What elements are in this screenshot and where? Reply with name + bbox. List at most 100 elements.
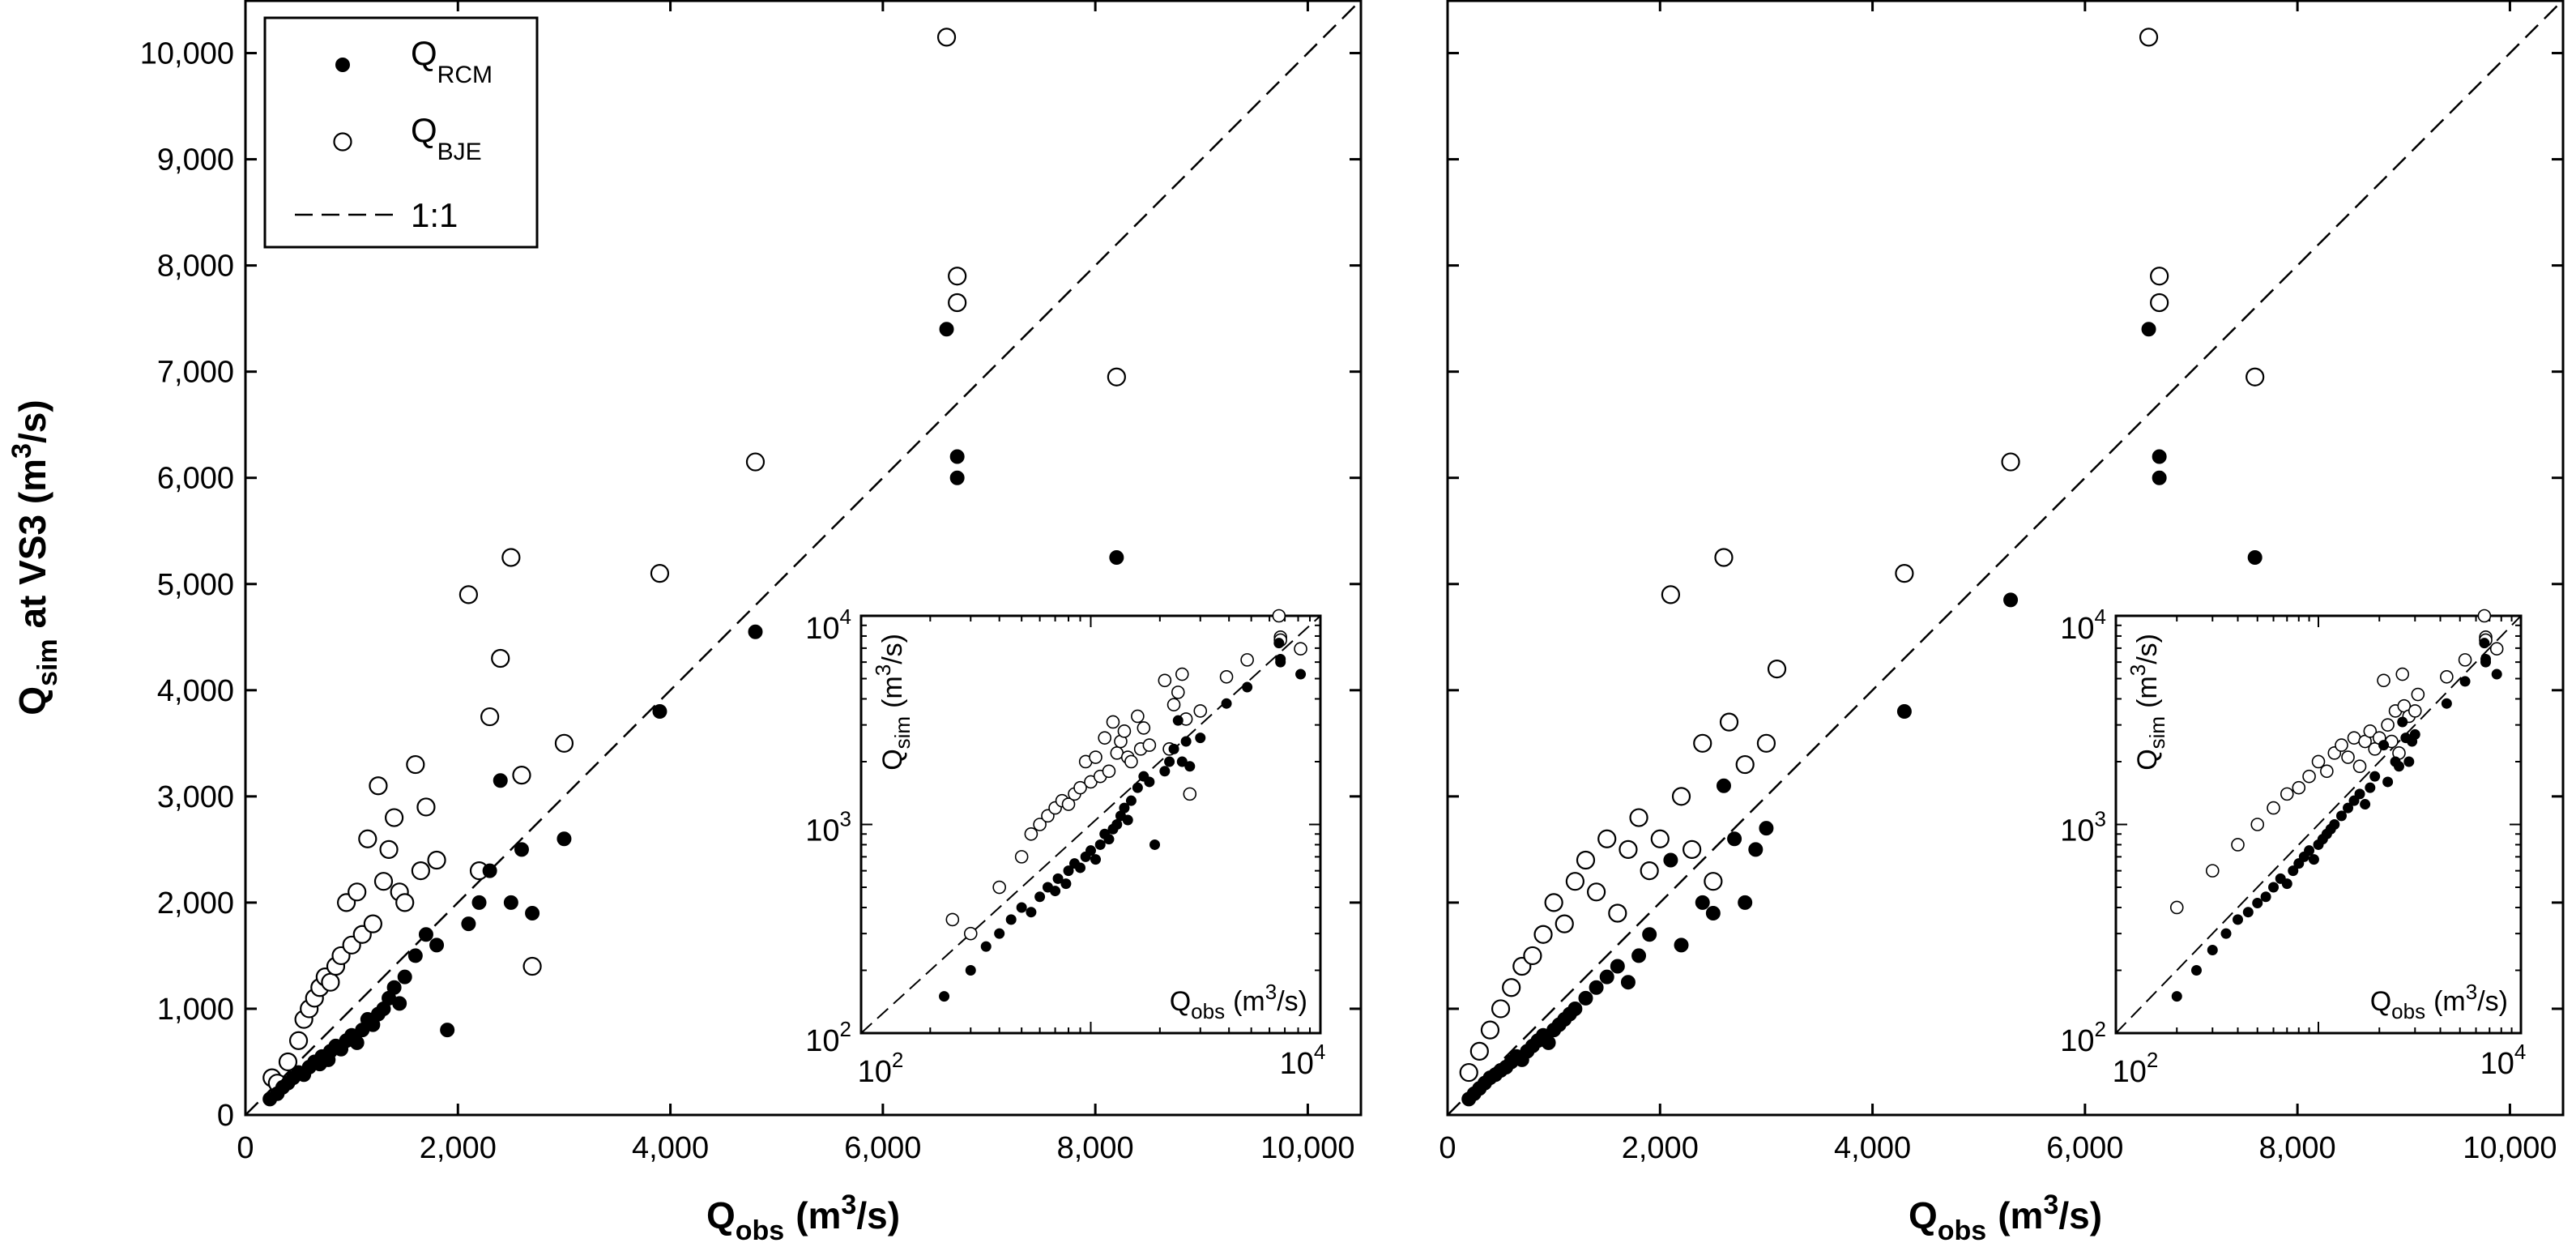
y-axis-label-sub: sim — [32, 639, 63, 686]
point-rcm — [939, 322, 954, 337]
inset-point-rcm — [1172, 715, 1184, 726]
inset-y-label-sub: sim — [890, 716, 915, 749]
inset-point-bje — [2395, 667, 2410, 681]
inset-point-bje — [1219, 670, 1234, 684]
legend-label-rcm: QRCM — [411, 34, 493, 88]
inset-point-rcm — [1085, 845, 1096, 856]
y-tick-label: 3,000 — [157, 780, 234, 814]
y-tick-label: 4,000 — [157, 674, 234, 708]
point-bje — [363, 914, 382, 933]
point-bje — [1459, 1062, 1478, 1083]
inset-point-rcm — [1125, 795, 1137, 806]
legend-marker-bje — [333, 132, 352, 152]
point-bje — [358, 829, 377, 848]
point-bje — [278, 1052, 298, 1072]
inset-point-rcm — [2329, 819, 2340, 830]
point-bje — [1650, 829, 1670, 848]
point-rcm — [1759, 821, 1774, 836]
x-tick-label: 8,000 — [2259, 1131, 2336, 1165]
point-bje — [554, 733, 574, 753]
x-axis-label-q: Q — [1909, 1194, 1938, 1237]
inset-point-rcm — [1144, 776, 1155, 788]
point-bje — [1469, 1041, 1489, 1061]
point-bje — [395, 893, 415, 912]
plot-frame — [244, 0, 1363, 1117]
y-axis-label-units: (m — [11, 459, 53, 504]
point-rcm — [1578, 990, 1593, 1006]
x-tick-label: 2,000 — [1622, 1131, 1699, 1165]
inset-point-rcm — [2441, 698, 2452, 709]
inset-point-bje — [2363, 724, 2378, 738]
inset-x-label-units-close: /s) — [1277, 986, 1307, 1017]
inset-point-rcm — [1184, 761, 1196, 772]
inset-y-tick-label-max-exp: 4 — [840, 604, 851, 629]
inset-point-rcm — [1195, 733, 1206, 744]
point-bje — [512, 766, 531, 785]
inset-point-rcm — [2360, 799, 2371, 810]
point-bje — [1661, 585, 1680, 604]
point-bje — [1107, 367, 1126, 387]
point-bje — [385, 808, 404, 827]
inset-y-axis-label: Qsim (m3/s) — [871, 634, 915, 771]
inset-point-bje — [1073, 780, 1087, 795]
inset-point-rcm — [2190, 964, 2202, 976]
inset-point-bje — [2292, 780, 2306, 795]
inset-point-rcm — [1273, 638, 1285, 649]
inset-point-rcm — [2365, 782, 2376, 793]
inset-point-rcm — [1164, 756, 1175, 767]
inset-point-rcm — [2268, 882, 2280, 893]
point-bje — [1576, 850, 1596, 870]
inset-x-label-q: Q — [1170, 986, 1191, 1017]
inset-point-bje — [963, 926, 978, 941]
point-rcm — [440, 1023, 455, 1038]
inset-point-bje — [1106, 715, 1120, 729]
legend-label-bje: QBJE — [411, 111, 482, 165]
inset-point-rcm — [1052, 873, 1064, 884]
inset-x-label-units-close: /s) — [2477, 986, 2508, 1017]
inset-x-label-q: Q — [2370, 986, 2391, 1017]
inset-y-tick-label-max-exp: 4 — [2095, 604, 2106, 629]
inset-point-rcm — [1295, 668, 1307, 680]
inset-point-rcm — [2260, 891, 2271, 903]
inset-point-bje — [1033, 818, 1047, 831]
point-bje — [948, 293, 967, 313]
inset-point-bje — [2381, 718, 2395, 732]
inset-point-bje — [2341, 750, 2355, 764]
inset-point-rcm — [1242, 681, 1253, 693]
point-bje — [1719, 712, 1739, 732]
point-rcm — [503, 895, 518, 910]
point-bje — [491, 648, 510, 668]
inset-x-tick-label-max-exp: 4 — [1314, 1040, 1325, 1064]
inset-point-bje — [1117, 724, 1132, 738]
inset-point-rcm — [2354, 788, 2365, 800]
x-axis-label-units-close: /s) — [856, 1194, 900, 1237]
inset-point-bje — [2280, 787, 2294, 801]
x-tick-label: 0 — [1439, 1131, 1456, 1165]
point-bje — [480, 707, 500, 727]
inset-point-rcm — [2288, 865, 2299, 877]
inset-point-bje — [2347, 731, 2361, 745]
inset-x-tick-label-max: 104 — [1280, 1040, 1326, 1081]
inset-x-tick-label-min-exp: 2 — [2147, 1048, 2158, 1072]
point-rcm — [1748, 842, 1764, 857]
point-bje — [2150, 293, 2169, 313]
point-bje — [369, 776, 388, 796]
x-tick-label: 4,000 — [1834, 1131, 1911, 1165]
inset-y-label-units: (m — [2132, 676, 2163, 708]
inset-y-tick-label-max-base: 10 — [805, 612, 839, 646]
point-bje — [1608, 903, 1627, 923]
point-rcm — [397, 969, 412, 985]
inset-point-rcm — [2220, 928, 2232, 939]
inset-x-tick-label-max-base: 10 — [1280, 1047, 1314, 1081]
point-bje — [1502, 978, 1521, 997]
inset-x-label-exp: 3 — [1265, 980, 1277, 1004]
inset-point-rcm — [2171, 991, 2182, 1002]
point-rcm — [1642, 927, 1657, 942]
inset-point-rcm — [2378, 740, 2390, 751]
inset-point-rcm — [2242, 907, 2254, 918]
point-bje — [1491, 999, 1511, 1019]
legend-box — [263, 16, 539, 249]
inset-y-label-exp: 3 — [2126, 664, 2150, 676]
inset-point-bje — [2408, 704, 2422, 718]
